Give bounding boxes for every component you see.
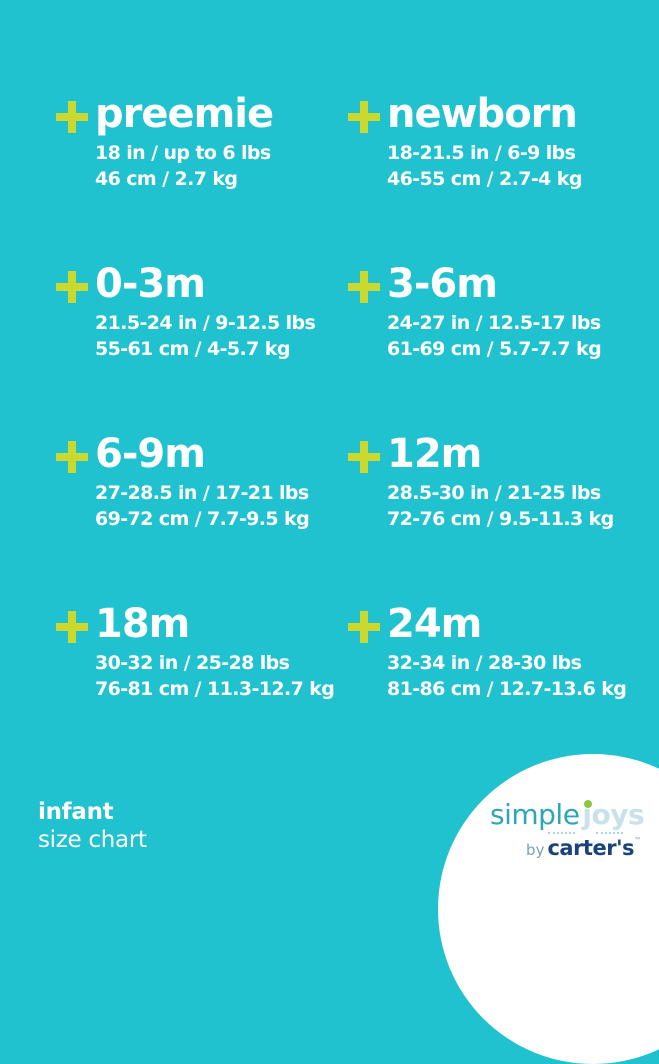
size-label: 0-3m — [95, 261, 206, 307]
plus-icon — [348, 271, 380, 303]
chart-footer: infant size chart — [38, 798, 147, 854]
size-imperial: 28.5-30 in / 21-25 lbs — [387, 481, 601, 504]
trademark-symbol: ™ — [634, 836, 642, 845]
size-label: 12m — [387, 431, 482, 477]
size-chart-page: { "page": { "background_color": "#1fc2ce… — [38, 91, 659, 1064]
plus-icon — [56, 101, 88, 133]
size-cell-24m: 24m 32-34 in / 28-30 lbs 81-86 cm / 12.7… — [348, 601, 627, 702]
size-metric: 69-72 cm / 7.7-9.5 kg — [95, 508, 310, 531]
size-metric: 55-61 cm / 4-5.7 kg — [95, 338, 290, 361]
brand-simple-text: simple — [490, 798, 580, 831]
size-text: 3-6m 24-27 in / 12.5-17 lbs 61-69 cm / 5… — [387, 261, 602, 362]
size-text: 6-9m 27-28.5 in / 17-21 lbs 69-72 cm / 7… — [95, 431, 310, 532]
brand-dotted-underline — [548, 832, 650, 834]
size-text: newborn 18-21.5 in / 6-9 lbs 46-55 cm / … — [387, 92, 582, 192]
size-imperial: 32-34 in / 28-30 lbs — [387, 651, 582, 674]
size-label: 3-6m — [387, 261, 498, 307]
size-imperial: 27-28.5 in / 17-21 lbs — [95, 481, 309, 504]
size-label: 18m — [95, 601, 190, 647]
plus-icon — [348, 611, 380, 643]
size-cell-3-6m: 3-6m 24-27 in / 12.5-17 lbs 61-69 cm / 5… — [348, 261, 602, 362]
size-metric: 81-86 cm / 12.7-13.6 kg — [387, 678, 627, 701]
plus-icon — [348, 101, 380, 133]
size-cell-newborn: newborn 18-21.5 in / 6-9 lbs 46-55 cm / … — [348, 92, 582, 192]
size-cell-preemie: preemie 18 in / up to 6 lbs 46 cm / 2.7 … — [56, 91, 274, 192]
size-imperial: 18-21.5 in / 6-9 lbs — [387, 141, 576, 164]
size-imperial: 18 in / up to 6 lbs — [95, 141, 271, 164]
brand-circle: simple joys by carter's™ — [438, 754, 659, 1064]
plus-icon — [56, 271, 88, 303]
size-metric: 61-69 cm / 5.7-7.7 kg — [387, 338, 602, 361]
size-label: 6-9m — [95, 431, 206, 477]
joy-dot-icon — [584, 800, 593, 808]
size-label: 24m — [387, 601, 482, 647]
size-metric: 72-76 cm / 9.5-11.3 kg — [387, 508, 614, 531]
plus-icon — [56, 611, 88, 643]
brand-carters-text: carter's — [547, 836, 634, 860]
size-text: 0-3m 21.5-24 in / 9-12.5 lbs 55-61 cm / … — [95, 261, 316, 362]
brand-logo-line2: by carter's™ — [490, 836, 642, 860]
footer-subtitle: size chart — [38, 827, 147, 854]
size-cell-6-9m: 6-9m 27-28.5 in / 17-21 lbs 69-72 cm / 7… — [56, 431, 310, 532]
brand-joys-label: joys — [582, 798, 645, 831]
dotted-segment-icon — [596, 832, 623, 834]
size-cell-12m: 12m 28.5-30 in / 21-25 lbs 72-76 cm / 9.… — [348, 432, 614, 532]
size-label: newborn — [387, 91, 578, 137]
brand-logo: simple joys by carter's™ — [490, 798, 650, 860]
brand-logo-line1: simple joys — [490, 798, 650, 831]
size-cell-18m: 18m 30-32 in / 25-28 lbs 76-81 cm / 11.3… — [56, 601, 335, 702]
size-metric: 46-55 cm / 2.7-4 kg — [387, 168, 582, 191]
footer-title: infant — [38, 799, 114, 825]
size-text: 24m 32-34 in / 28-30 lbs 81-86 cm / 12.7… — [387, 601, 627, 702]
size-text: preemie 18 in / up to 6 lbs 46 cm / 2.7 … — [95, 91, 274, 192]
size-imperial: 24-27 in / 12.5-17 lbs — [387, 311, 601, 334]
size-metric: 76-81 cm / 11.3-12.7 kg — [95, 678, 335, 701]
plus-icon — [56, 441, 88, 473]
size-text: 12m 28.5-30 in / 21-25 lbs 72-76 cm / 9.… — [387, 432, 614, 532]
plus-icon — [348, 441, 380, 473]
size-imperial: 30-32 in / 25-28 lbs — [95, 651, 290, 674]
size-label: preemie — [95, 91, 274, 137]
brand-by-text: by — [526, 841, 545, 859]
size-text: 18m 30-32 in / 25-28 lbs 76-81 cm / 11.3… — [95, 601, 335, 702]
size-cell-0-3m: 0-3m 21.5-24 in / 9-12.5 lbs 55-61 cm / … — [56, 261, 316, 362]
size-metric: 46 cm / 2.7 kg — [95, 168, 238, 191]
brand-joys-text: joys — [582, 798, 644, 831]
size-imperial: 21.5-24 in / 9-12.5 lbs — [95, 311, 316, 334]
dotted-segment-icon — [548, 832, 575, 834]
